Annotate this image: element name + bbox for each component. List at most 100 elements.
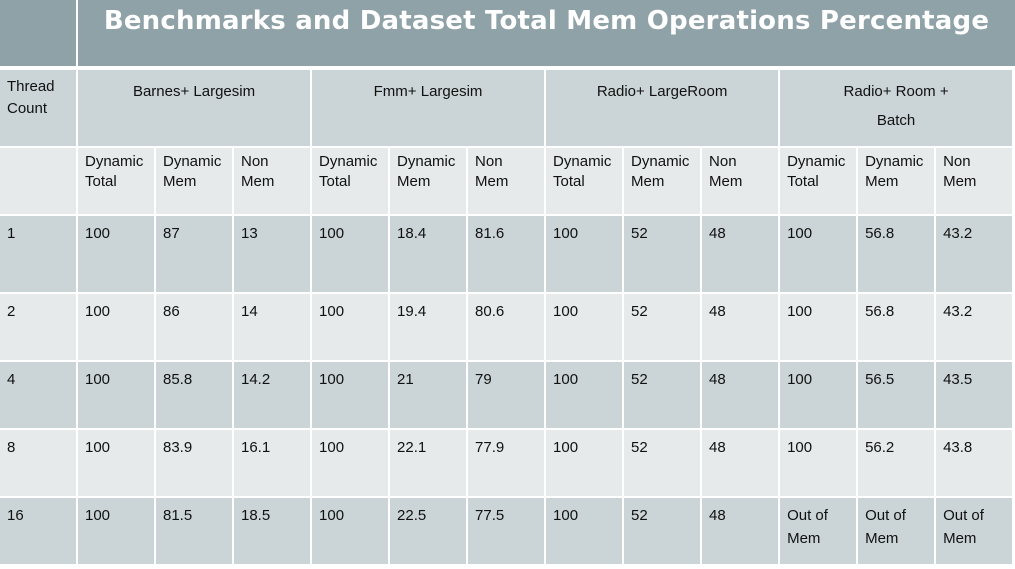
value-line: 100 [85,371,111,388]
column-subheader-line: Non [241,153,269,170]
value-cell: 43.5 [936,362,1013,428]
column-subheader: Dynamic Total [312,148,389,214]
title-corner-block [0,0,76,66]
column-subheader-line: Total [85,173,117,190]
value-line: 56.5 [865,371,895,388]
value-line: 86 [163,303,180,320]
value-line: 52 [631,371,648,388]
value-cell: 48 [702,294,779,360]
value-line: 52 [631,225,648,242]
column-subheader: Dynamic Total [780,148,857,214]
value-cell: 14.2 [234,362,311,428]
value-line: 43.2 [943,303,973,320]
value-cell: 87 [156,216,232,292]
value-cell: Out of Mem [936,498,1013,564]
column-subheader-line: Mem [865,173,899,190]
value-line: 81.6 [475,225,505,242]
value-cell: 56.2 [858,430,935,496]
value-cell: 81.6 [468,216,545,292]
value-line: Out of [865,507,906,524]
column-subheader: Non Mem [936,148,1013,214]
column-subheader-line: Dynamic [865,153,924,170]
value-line: Out of [943,507,984,524]
value-cell: 79 [468,362,545,428]
value-cell: 56.8 [858,294,935,360]
column-subheader-line: Dynamic [397,153,456,170]
value-cell: Out of Mem [780,498,857,564]
value-cell: 43.2 [936,216,1013,292]
benchmark-group-header: Barnes+ Largesim [78,70,311,146]
table-row: 1 100 87 13 100 18.4 81.6 100 52 48 100 56.8 43.2 [0,216,1013,292]
value-cell: 22.1 [390,430,467,496]
value-cell: 43.8 [936,430,1013,496]
value-cell: 43.2 [936,294,1013,360]
value-cell: 100 [312,430,389,496]
value-line: 100 [319,439,345,456]
column-subheader: Non Mem [234,148,311,214]
value-cell: 100 [312,294,389,360]
table-row: 8 100 83.9 16.1 100 22.1 77.9 100 52 48 100 56.2 43.… [0,430,1013,496]
benchmark-group-header: Radio+ Room + Batch [780,70,1013,146]
benchmark-group-header: Fmm+ Largesim [312,70,545,146]
value-line: 22.1 [397,439,427,456]
value-line: 100 [85,439,111,456]
benchmark-group-name-line: Radio+ Room + [843,83,949,100]
table-row: 2 100 86 14 100 19.4 80.6 100 52 48 100 56.8 43.2 [0,294,1013,360]
value-line: 52 [631,507,648,524]
thread-count-cell: 1 [0,216,76,292]
value-line: 81.5 [163,507,193,524]
column-subheader-line: Non [943,153,971,170]
column-subheader-line: Mem [241,173,275,190]
value-line: 100 [787,371,813,388]
column-subheader: Dynamic Total [546,148,623,214]
value-line: 100 [787,225,813,242]
value-line: 100 [553,507,579,524]
value-cell: 100 [780,430,857,496]
value-line: 100 [787,303,813,320]
value-line: 100 [553,303,579,320]
value-cell: 100 [312,216,389,292]
thread-count-header-line: Count [7,100,48,117]
value-cell: 81.5 [156,498,232,564]
value-cell: 100 [546,362,623,428]
table-body: Thread Count Barnes+ Largesim Fmm+ Largesim… [0,70,1013,564]
value-line: 48 [709,439,726,456]
column-subheader-line: Non [475,153,503,170]
value-line: 100 [787,439,813,456]
value-cell: 48 [702,498,779,564]
column-subheader-line: Mem [163,173,197,190]
value-cell: 77.5 [468,498,545,564]
column-subheader: Dynamic Mem [624,148,701,214]
value-line: 52 [631,439,648,456]
value-cell: 100 [780,294,857,360]
thread-count-cell: 4 [0,362,76,428]
value-cell: 52 [624,362,701,428]
value-line: 80.6 [475,303,505,320]
benchmark-group-header: Radio+ LargeRoom [546,70,779,146]
column-subheader-line: Dynamic [787,153,846,170]
value-line: 43.8 [943,439,973,456]
value-line: 16.1 [241,439,271,456]
thread-count-header-line: Thread [7,78,55,95]
column-subheader-line: Mem [397,173,431,190]
value-cell: 100 [546,216,623,292]
benchmark-group-name-line: Batch [876,112,916,129]
table-row: 16 100 81.5 18.5 100 22.5 77.5 100 52 48 Out of Mem… [0,498,1013,564]
value-line: Mem [865,530,899,547]
column-subheader-line: Dynamic [319,153,378,170]
value-cell: 19.4 [390,294,467,360]
value-line: 19.4 [397,303,427,320]
value-cell: 100 [78,216,154,292]
value-line: 14 [241,303,258,320]
value-cell: 48 [702,430,779,496]
value-cell: 52 [624,294,701,360]
benchmark-table: Thread Count Barnes+ Largesim Fmm+ Largesim… [0,68,1014,566]
column-subheader-line: Dynamic [85,153,144,170]
column-subheader-line: Mem [475,173,509,190]
value-cell: 86 [156,294,232,360]
value-line: 100 [553,225,579,242]
value-cell: 16.1 [234,430,311,496]
column-subheader-line: Total [787,173,819,190]
value-cell: 52 [624,216,701,292]
